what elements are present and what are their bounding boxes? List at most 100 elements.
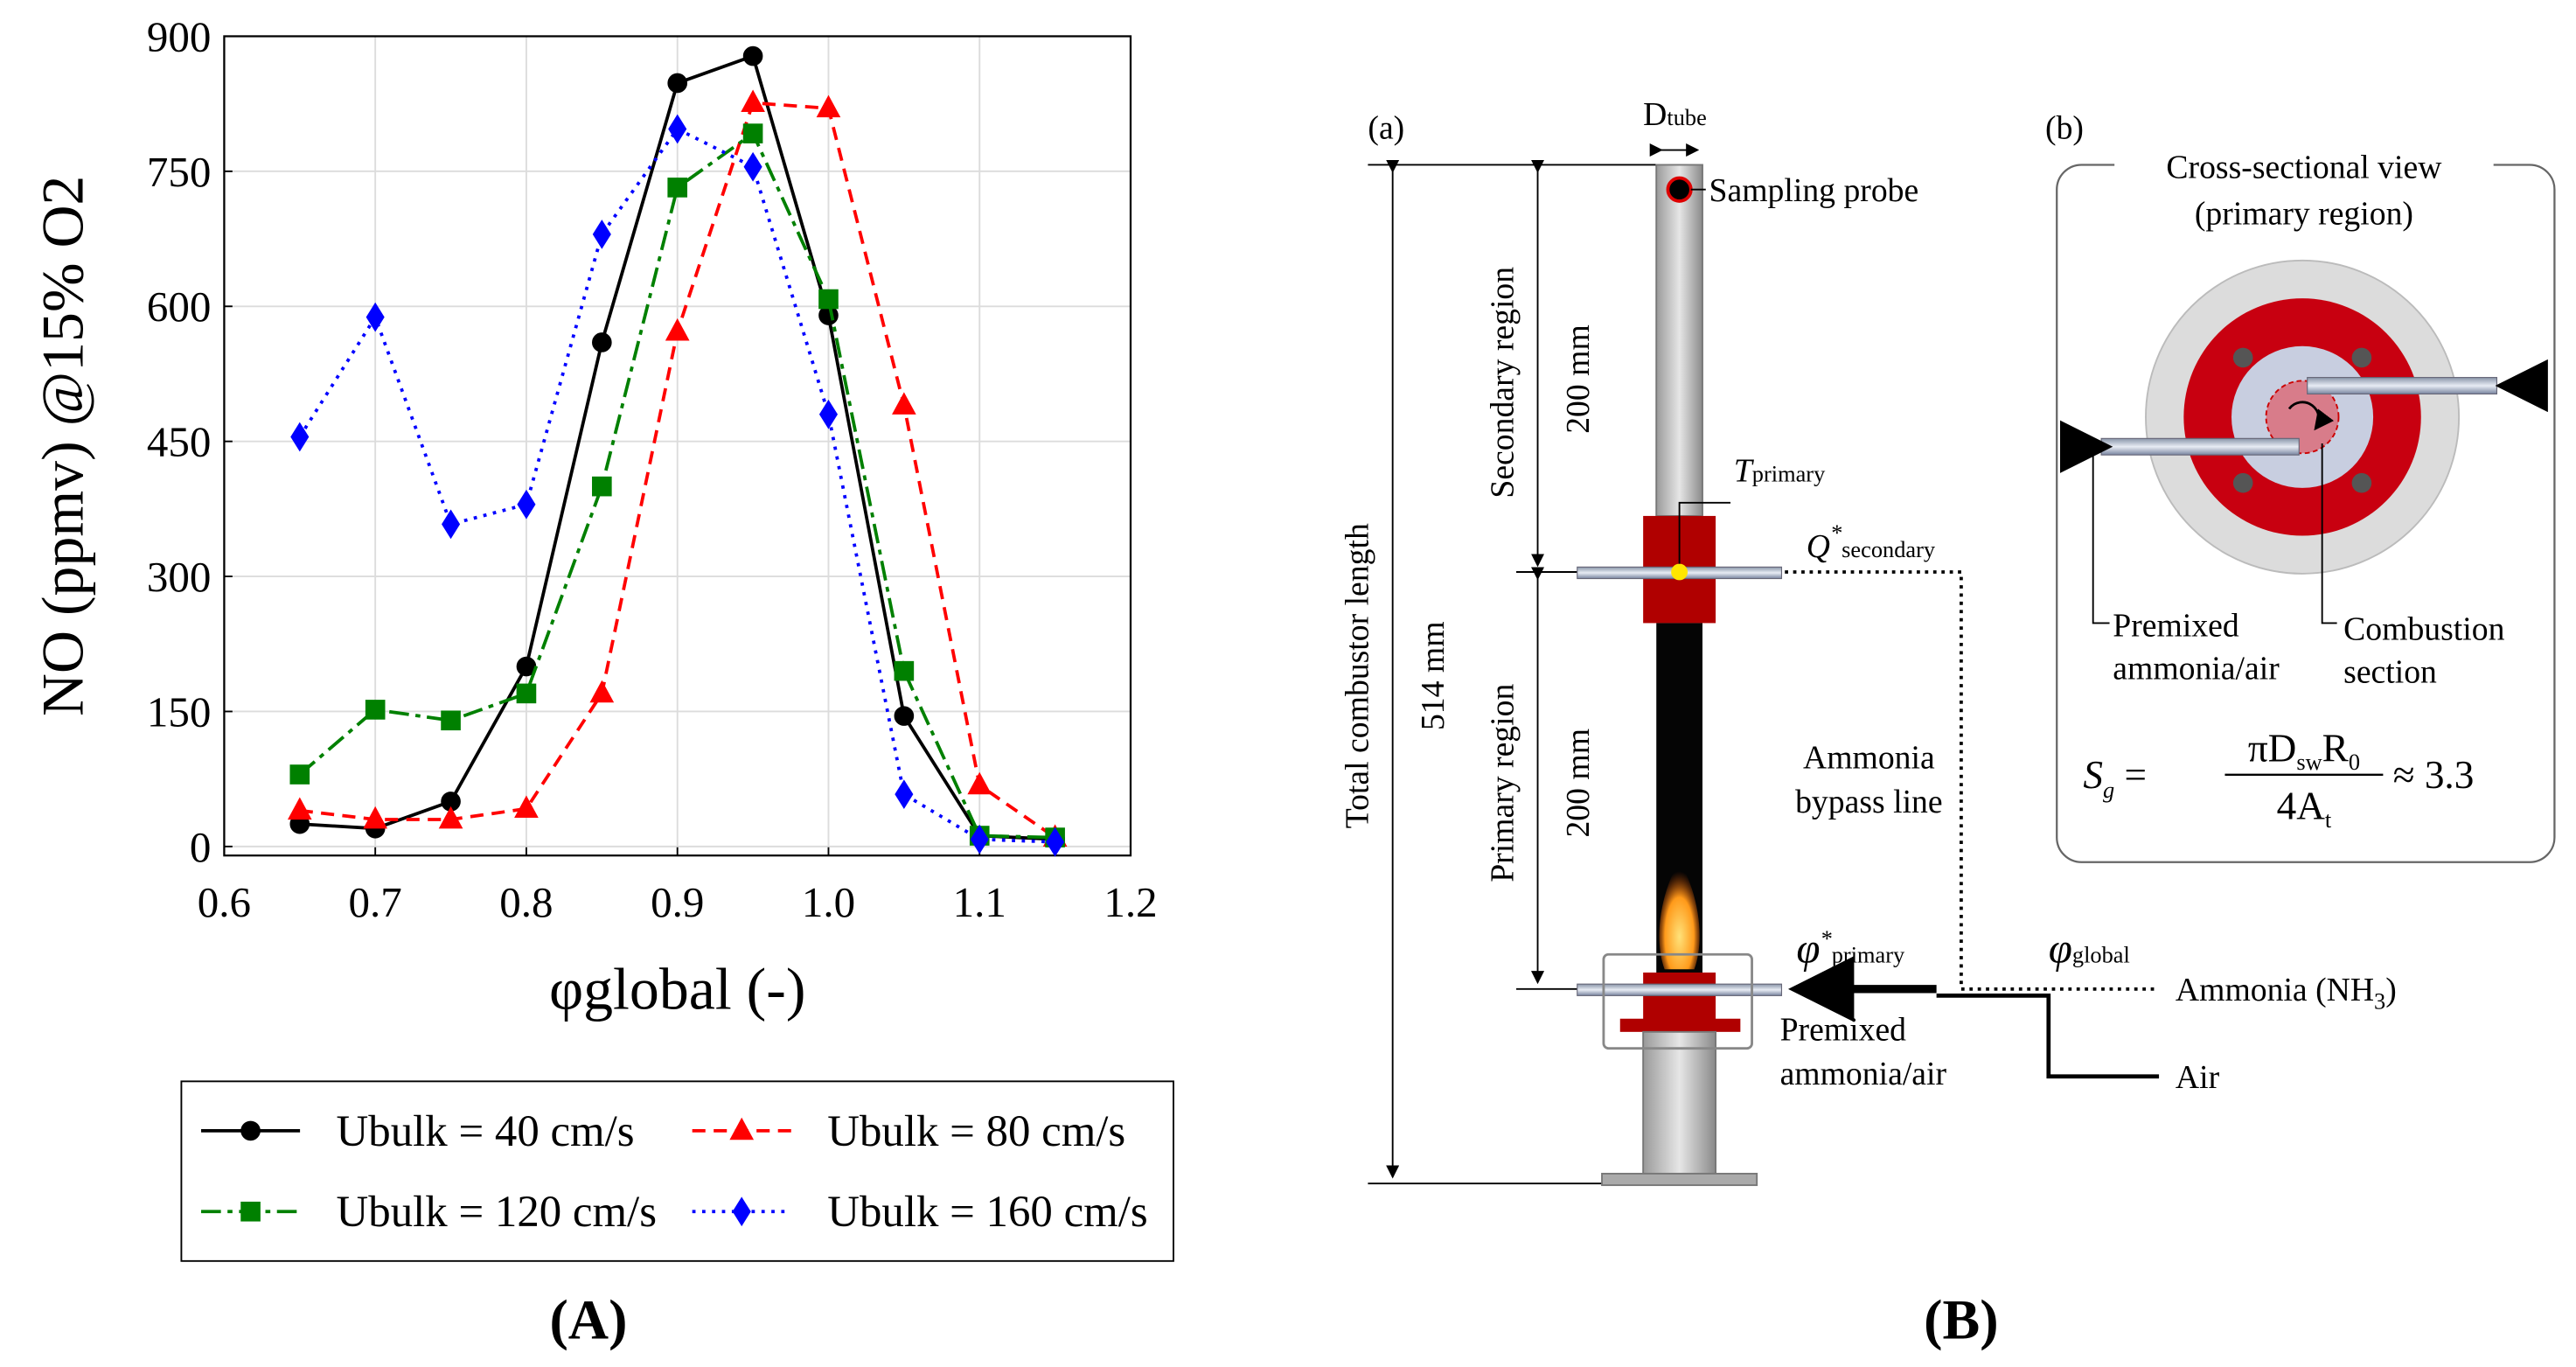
data-point	[894, 706, 915, 726]
title-backing	[2114, 148, 2494, 182]
label: 200 mm	[1560, 324, 1597, 434]
label-part: secondary	[1841, 536, 1936, 562]
sampling-probe	[1666, 176, 1693, 203]
data-point	[816, 94, 841, 118]
air-line	[1936, 994, 2160, 1079]
label: Primary region	[1484, 684, 1521, 882]
label: Ammonia (NH3)	[2176, 972, 2397, 1014]
equation: ≈ 3.3	[2393, 753, 2475, 797]
bolt	[2351, 472, 2372, 493]
base-plate	[1601, 1172, 1758, 1187]
legend-marker	[240, 1120, 261, 1141]
injection-pipe	[1577, 983, 1783, 996]
data-point	[592, 332, 612, 352]
data-point	[290, 422, 310, 452]
title: (primary region)	[2195, 195, 2413, 232]
x-tick-label: 0.8	[499, 878, 553, 926]
label-part: Ammonia (NH	[2176, 972, 2374, 1008]
panel-label: (A)	[549, 1288, 627, 1350]
data-point	[287, 797, 312, 820]
y-tick-label: 600	[147, 282, 211, 331]
swirl-arrow	[2287, 401, 2335, 431]
title: Cross-sectional view	[2166, 150, 2442, 186]
data-point	[742, 45, 763, 66]
data-point	[668, 114, 687, 144]
data-point	[895, 779, 914, 810]
label-part: T	[1734, 452, 1755, 489]
label: ammonia/air	[1780, 1056, 1947, 1092]
label: Premixed	[2113, 608, 2239, 645]
label-part: Q	[1807, 528, 1830, 565]
data-point	[967, 771, 992, 795]
label: 514 mm	[1415, 621, 1452, 730]
x-tick-label: 1.2	[1104, 878, 1157, 926]
combustor-diagram: (a) Dtube Sampling probe Secondary regio…	[1339, 96, 2397, 1187]
legend-marker	[729, 1117, 755, 1140]
label: Combustion	[2343, 610, 2504, 647]
label: Q*secondary	[1807, 520, 1936, 565]
thermocouple	[1671, 563, 1688, 581]
label: Tprimary	[1734, 452, 1826, 489]
plot-frame	[223, 35, 1132, 857]
y-tick-label: 300	[147, 553, 211, 601]
data-point	[1046, 826, 1065, 857]
label: Premixed	[1780, 1011, 1907, 1048]
eq-part: R	[2322, 727, 2350, 771]
series-line	[298, 127, 1055, 844]
label-part: tube	[1667, 104, 1706, 130]
y-tick-label: 900	[147, 12, 211, 60]
eq-part: g	[2103, 777, 2114, 803]
leader	[2321, 443, 2337, 624]
legend-entry: Ubulk = 160 cm/s	[827, 1188, 1147, 1237]
y-tick-label: 0	[190, 823, 212, 871]
data-point	[741, 89, 765, 113]
label: Secondary region	[1484, 267, 1521, 499]
data-point	[589, 680, 615, 703]
x-tick-label: 0.7	[349, 878, 402, 926]
bolt	[2232, 472, 2253, 493]
eq-part: S	[2083, 753, 2103, 797]
y-tick-label: 750	[147, 148, 211, 196]
label: 200 mm	[1560, 729, 1597, 838]
label-part: primary	[1752, 460, 1826, 486]
y-tick-label: 450	[147, 418, 211, 466]
legend-frame	[180, 1080, 1174, 1262]
data-point	[442, 509, 461, 540]
flame	[1659, 860, 1700, 970]
data-point	[516, 683, 537, 704]
data-point	[363, 806, 388, 829]
equation: πDswR0	[2248, 727, 2360, 775]
eq-part: πD	[2248, 727, 2297, 771]
legend-entry: Ubulk = 80 cm/s	[827, 1107, 1125, 1156]
x-axis-label: φglobal (-)	[549, 956, 805, 1022]
x-tick-label: 0.6	[198, 878, 251, 926]
bolt	[2232, 347, 2253, 368]
data-point	[517, 489, 536, 520]
label-part: *	[1821, 925, 1833, 952]
label: ammonia/air	[2113, 651, 2280, 687]
legend: Ubulk = 40 cm/s Ubulk = 80 cm/s Ubulk = 12…	[180, 1080, 1174, 1262]
highlight-box	[1602, 952, 1753, 1050]
legend-entry: Ubulk = 40 cm/s	[337, 1107, 635, 1156]
panel-label: (B)	[1924, 1288, 1998, 1350]
data-point	[592, 476, 612, 497]
line-chart: 0 150 300 450 600 750 900 0.6 0.7 0.8 0.9 1.0 1.1 1.2…	[30, 12, 1174, 1262]
label-part: global	[2072, 942, 2130, 968]
eq-part: 0	[2349, 749, 2360, 775]
x-tick-label: 1.1	[953, 878, 1006, 926]
legend-marker	[732, 1196, 751, 1227]
data-point	[514, 795, 539, 819]
data-point	[742, 123, 763, 143]
diagram-label: (a)	[1368, 109, 1404, 146]
label: Sampling probe	[1709, 172, 1919, 209]
data-point	[366, 302, 385, 332]
data-point	[818, 399, 839, 429]
equation: Sg =	[2083, 753, 2147, 803]
data-point	[818, 289, 839, 310]
x-tick-label: 1.0	[802, 878, 855, 926]
leader	[1678, 501, 1731, 564]
lower-tube	[1642, 1030, 1717, 1175]
eq-part: 4A	[2277, 785, 2326, 828]
data-point	[365, 700, 386, 720]
